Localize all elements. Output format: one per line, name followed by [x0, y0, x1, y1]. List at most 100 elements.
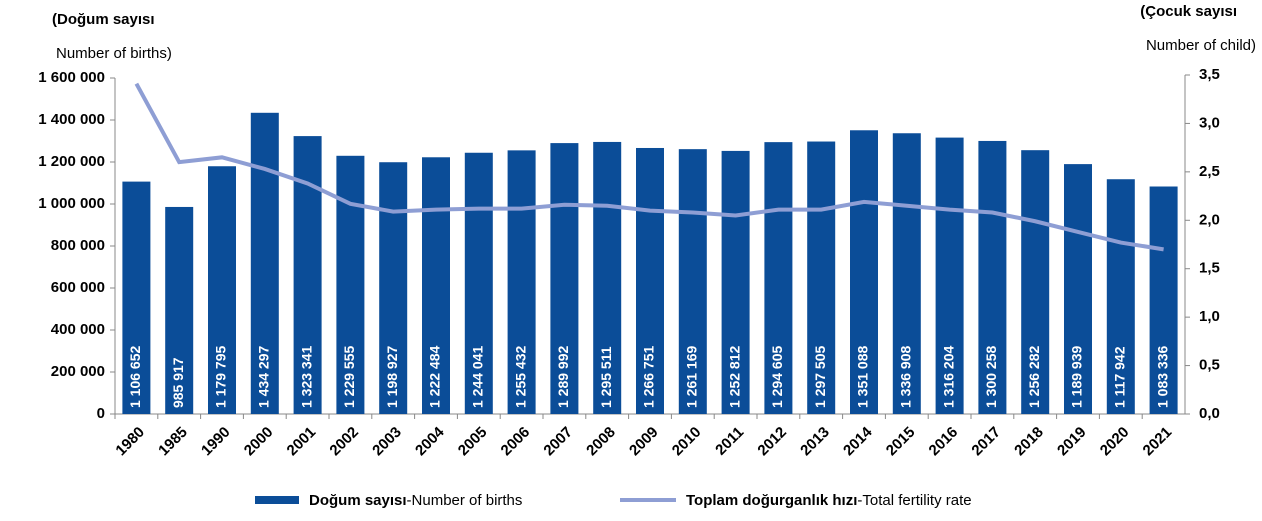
- bar: [250, 112, 279, 414]
- legend-label-part: -Number of births: [407, 492, 523, 509]
- y2-tick-label: 3,0: [1199, 114, 1220, 131]
- y-tick-label: 1 400 000: [38, 111, 105, 128]
- bar: [892, 133, 921, 414]
- bar: [507, 150, 536, 414]
- x-tick-label: 2012: [754, 424, 790, 460]
- bar: [550, 143, 579, 414]
- legend-swatch: [255, 496, 299, 504]
- value-label: 1 244 041: [470, 346, 486, 408]
- value-label: 1 117 942: [1112, 346, 1128, 408]
- value-label: 1 179 795: [213, 346, 229, 408]
- y2-tick-label: 1,0: [1199, 308, 1220, 325]
- value-label: 1 189 939: [1069, 346, 1085, 408]
- y-tick-label: 1 200 000: [38, 153, 105, 170]
- y-tick-label: 400 000: [51, 321, 105, 338]
- x-tick-label: 2004: [412, 423, 448, 459]
- y-axis-title: (Doğum sayısı: [52, 11, 155, 28]
- value-label: 985 917: [170, 357, 186, 408]
- x-tick-label: 1980: [112, 424, 148, 460]
- bar: [636, 147, 664, 414]
- x-tick-label: 2005: [455, 424, 491, 460]
- x-tick-label: 2003: [369, 424, 405, 460]
- value-label: 1 351 088: [855, 346, 871, 408]
- y-tick-label: 1 000 000: [38, 195, 105, 212]
- y2-tick-label: 0,5: [1199, 357, 1220, 374]
- legend-label: Doğum sayısı-Number of births: [309, 492, 522, 509]
- value-label: 1 256 282: [1026, 346, 1042, 408]
- x-tick-label: 2016: [926, 424, 962, 460]
- line: [134, 82, 1164, 252]
- bar: [850, 130, 878, 414]
- bar: [935, 137, 964, 414]
- bar: [721, 150, 750, 414]
- y-tick-label: 800 000: [51, 237, 105, 254]
- x-tick-label: 2020: [1097, 424, 1133, 460]
- bar: [1021, 150, 1050, 414]
- x-tick-label: 2018: [1011, 424, 1047, 460]
- x-tick-label: 2002: [326, 424, 362, 460]
- x-tick-label: 2000: [241, 424, 277, 460]
- x-tick-label: 2010: [669, 424, 705, 460]
- legend-label-part: Doğum sayısı: [309, 492, 407, 509]
- bar: [1064, 164, 1092, 414]
- y2-tick-label: 2,5: [1199, 163, 1220, 180]
- bar: [593, 141, 622, 414]
- bar: [678, 149, 707, 414]
- bar: [122, 181, 151, 414]
- bar: [764, 142, 793, 415]
- value-label: 1 222 484: [427, 346, 443, 408]
- x-tick-label: 1985: [155, 424, 191, 460]
- bar: [208, 166, 236, 414]
- x-tick-label: 2014: [840, 423, 876, 459]
- value-label: 1 289 992: [555, 346, 571, 408]
- value-label: 1 294 605: [769, 346, 785, 408]
- y2-axis-title: (Çocuk sayısı: [1140, 3, 1237, 20]
- value-label: 1 323 341: [298, 346, 314, 408]
- value-label: 1 261 169: [684, 346, 700, 408]
- y-tick-label: 0: [97, 405, 105, 422]
- bar: [464, 152, 493, 414]
- x-tick-label: 2019: [1054, 424, 1090, 460]
- value-label: 1 083 336: [1154, 346, 1170, 408]
- y2-tick-label: 1,5: [1199, 260, 1220, 277]
- y-tick-label: 1 600 000: [38, 69, 105, 86]
- x-tick-label: 2015: [883, 424, 919, 460]
- bar: [165, 206, 194, 414]
- value-label: 1 255 432: [512, 346, 528, 408]
- bar: [379, 162, 408, 414]
- legend-label: Toplam doğurganlık hızı-Total fertility …: [686, 492, 972, 509]
- bar: [1149, 186, 1178, 414]
- x-tick-label: 2009: [626, 424, 662, 460]
- y-axis-title: Number of births): [56, 45, 172, 62]
- y2-tick-label: 3,5: [1199, 66, 1220, 83]
- value-label: 1 316 204: [940, 346, 956, 408]
- legend-label-part: Toplam doğurganlık hızı: [686, 492, 857, 509]
- x-tick-label: 2017: [968, 424, 1004, 460]
- x-tick-label: 2013: [797, 424, 833, 460]
- y-tick-label: 600 000: [51, 279, 105, 296]
- value-label: 1 336 908: [898, 346, 914, 408]
- value-label: 1 297 505: [812, 346, 828, 408]
- value-label: 1 198 927: [384, 346, 400, 408]
- x-tick-label: 2006: [498, 424, 534, 460]
- x-tick-label: 2011: [712, 424, 747, 459]
- value-label: 1 300 258: [983, 346, 999, 408]
- x-tick-label: 1990: [198, 424, 234, 460]
- y2-tick-label: 2,0: [1199, 211, 1220, 228]
- x-tick-label: 2001: [284, 424, 320, 460]
- bar: [422, 157, 450, 414]
- x-tick-label: 2021: [1140, 424, 1176, 460]
- value-label: 1 295 511: [598, 346, 614, 408]
- legend-label-part: -Total fertility rate: [857, 492, 971, 509]
- value-label: 1 434 297: [256, 346, 272, 408]
- value-label: 1 229 555: [341, 346, 357, 408]
- x-tick-label: 2007: [540, 424, 576, 460]
- y2-axis-title: Number of child): [1146, 37, 1256, 54]
- bar: [807, 141, 836, 414]
- y-tick-label: 200 000: [51, 363, 105, 380]
- y2-tick-label: 0,0: [1199, 405, 1220, 422]
- bar: [978, 140, 1007, 415]
- value-label: 1 106 652: [127, 346, 143, 408]
